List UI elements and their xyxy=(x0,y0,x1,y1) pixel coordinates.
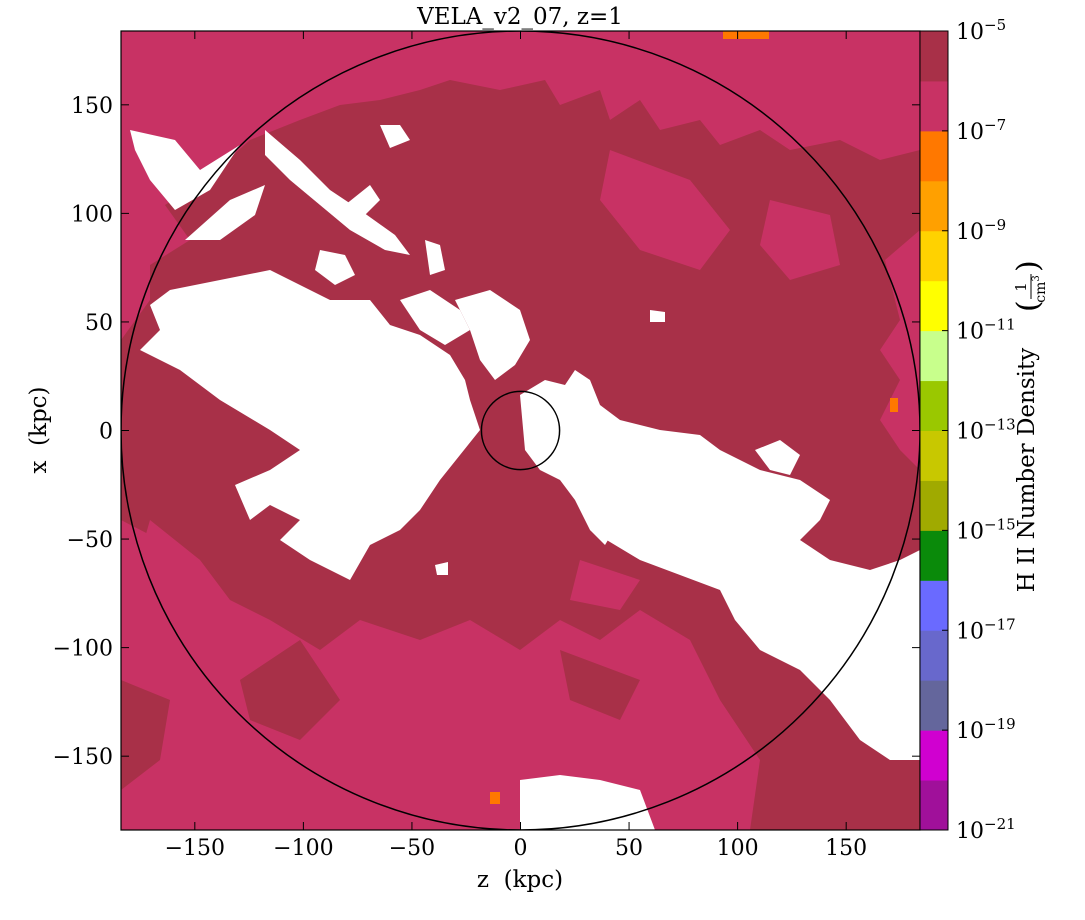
y-tick-label: −50 xyxy=(67,528,113,553)
y-axis-label: x (kpc) xyxy=(26,386,52,473)
colorbar-bin xyxy=(920,580,948,631)
y-tick-label: −100 xyxy=(53,637,113,662)
colorbar-tick-label: 10−5 xyxy=(956,16,1006,45)
x-tick-label: 0 xyxy=(514,836,528,861)
colorbar-bin xyxy=(920,780,948,831)
colorbar-bin xyxy=(920,730,948,781)
colorbar-bin xyxy=(920,180,948,232)
colorbar-tick-label: 10−13 xyxy=(956,416,1016,445)
heatmap-plot xyxy=(121,31,920,830)
colorbar-bin xyxy=(920,130,948,182)
colorbar-bin xyxy=(920,680,948,731)
empty-regions xyxy=(130,125,920,830)
hot-spot-bottom xyxy=(490,792,500,804)
x-tick-label: −50 xyxy=(389,836,435,861)
colorbar-tick-label: 10−17 xyxy=(956,615,1016,644)
radius-circles xyxy=(121,31,920,830)
colorbar-tick-label: 10−15 xyxy=(956,515,1016,544)
colorbar-tick-label: 10−19 xyxy=(956,715,1016,744)
colorbar-bin xyxy=(920,330,948,382)
colorbar xyxy=(920,31,948,831)
colorbar-bin xyxy=(920,480,948,531)
colorbar-tick-label: 10−11 xyxy=(956,316,1016,345)
colorbar-bin xyxy=(920,80,948,132)
x-axis-label: z (kpc) xyxy=(477,867,563,893)
y-tick-label: −150 xyxy=(53,745,113,770)
y-tick-label: 100 xyxy=(71,202,113,227)
y-tick-label: 50 xyxy=(85,311,113,336)
x-tick-label: −150 xyxy=(165,836,225,861)
colorbar-ticks: 10−5 10−7 10−9 10−11 10−13 10−15 10−17 10−19 10−… xyxy=(942,16,1016,844)
hot-spot-top xyxy=(723,31,769,39)
y-tick-label: 0 xyxy=(99,420,113,445)
hot-spots xyxy=(490,31,898,804)
y-axis-ticks: 150 100 50 0 −50 −100 −150 xyxy=(53,94,920,770)
colorbar-bin xyxy=(920,230,948,282)
colorbar-tick-label: 10−7 xyxy=(956,116,1006,145)
x-axis-ticks: −150 −100 −50 0 50 100 150 xyxy=(165,31,867,861)
colorbar-title: H II Number Density xyxy=(1014,348,1040,593)
colorbar-unit-open-paren: ( xyxy=(1011,300,1046,312)
y-tick-label: 150 xyxy=(71,94,113,119)
inner-galaxy-circle xyxy=(480,390,561,471)
colorbar-unit-denominator: cm3 xyxy=(1031,275,1049,303)
x-tick-label: 100 xyxy=(717,836,759,861)
colorbar-bin xyxy=(920,31,948,82)
colorbar-bin xyxy=(920,280,948,332)
x-tick-label: −100 xyxy=(273,836,333,861)
colorbar-bin xyxy=(920,630,948,681)
colorbar-label: H II Number Density ( 1 cm3 ) xyxy=(1011,260,1049,592)
colorbar-unit-close-paren: ) xyxy=(1011,260,1046,272)
colorbar-unit-base: cm xyxy=(1033,282,1049,303)
colorbar-tick-label: 10−9 xyxy=(956,216,1006,245)
colorbar-bin xyxy=(920,380,948,431)
colorbar-unit-exponent: 3 xyxy=(1031,275,1042,281)
x-tick-label: 150 xyxy=(825,836,867,861)
colorbar-bin xyxy=(920,530,948,581)
x-tick-label: 50 xyxy=(615,836,643,861)
colorbar-unit-numerator: 1 xyxy=(1012,282,1030,292)
colorbar-tick-label: 10−21 xyxy=(956,815,1016,844)
inner-gas-patches xyxy=(130,150,840,610)
hot-spot-right xyxy=(890,398,898,412)
colorbar-bin xyxy=(920,430,948,481)
chart-title: VELA_v2_07, z=1 xyxy=(416,4,623,30)
